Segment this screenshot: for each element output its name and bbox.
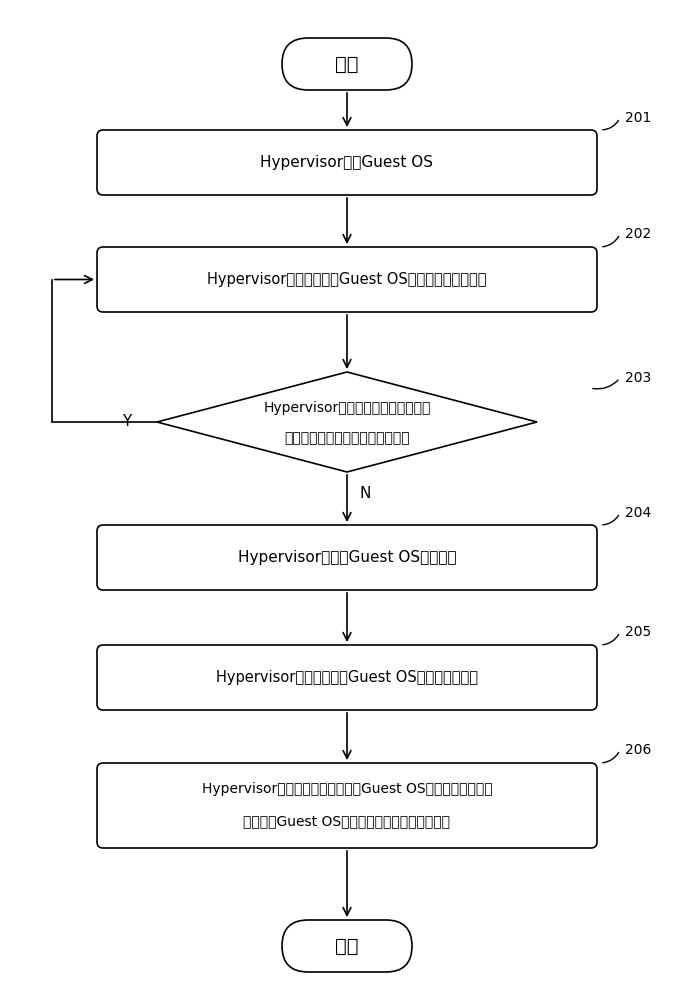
Polygon shape bbox=[157, 372, 537, 472]
FancyBboxPatch shape bbox=[97, 525, 597, 590]
FancyBboxPatch shape bbox=[97, 130, 597, 195]
Text: Hypervisor统计每个所述Guest OS所处核心的当前负载: Hypervisor统计每个所述Guest OS所处核心的当前负载 bbox=[208, 272, 486, 287]
Text: 203: 203 bbox=[625, 371, 651, 385]
FancyBboxPatch shape bbox=[97, 763, 597, 848]
Text: N: N bbox=[359, 487, 371, 502]
FancyBboxPatch shape bbox=[97, 645, 597, 710]
FancyBboxPatch shape bbox=[97, 247, 597, 312]
Text: 204: 204 bbox=[625, 506, 651, 520]
Text: 结束: 结束 bbox=[335, 936, 359, 956]
Text: Hypervisor接收每个所述Guest OS返回的当前票数: Hypervisor接收每个所述Guest OS返回的当前票数 bbox=[216, 670, 478, 685]
Text: 201: 201 bbox=[625, 111, 652, 125]
Text: 205: 205 bbox=[625, 625, 651, 639]
Text: Hypervisor启动Guest OS: Hypervisor启动Guest OS bbox=[260, 155, 434, 170]
Text: Y: Y bbox=[122, 414, 132, 430]
FancyBboxPatch shape bbox=[282, 38, 412, 90]
Text: Hypervisor查询负载表，根据每个Guest OS返回的当前票数和: Hypervisor查询负载表，根据每个Guest OS返回的当前票数和 bbox=[202, 782, 492, 796]
Text: Hypervisor查询负载表，判断当前负: Hypervisor查询负载表，判断当前负 bbox=[263, 401, 431, 415]
Text: 202: 202 bbox=[625, 227, 651, 241]
Text: 206: 206 bbox=[625, 743, 652, 757]
Text: 开始: 开始 bbox=[335, 54, 359, 74]
Text: 每个所述Guest OS所处核心的当前负载进行调频: 每个所述Guest OS所处核心的当前负载进行调频 bbox=[244, 814, 450, 828]
Text: Hypervisor向所述Guest OS发起投票: Hypervisor向所述Guest OS发起投票 bbox=[237, 550, 457, 565]
FancyBboxPatch shape bbox=[282, 920, 412, 972]
Text: 载与核心的当前运行频率是否匹配: 载与核心的当前运行频率是否匹配 bbox=[284, 431, 410, 445]
